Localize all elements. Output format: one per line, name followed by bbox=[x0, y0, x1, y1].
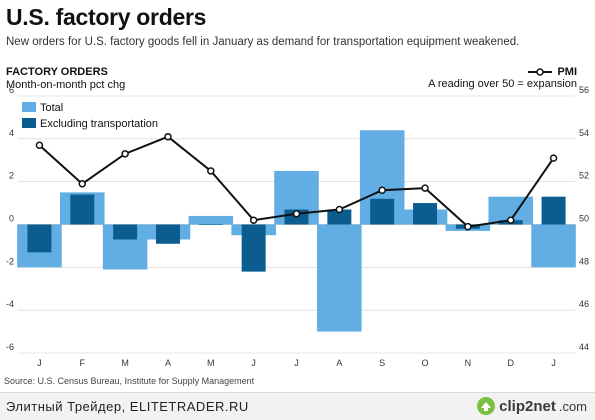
bar-excluding-transportation bbox=[27, 224, 52, 253]
bar-total bbox=[531, 224, 576, 268]
series-pmi-line bbox=[35, 132, 558, 231]
x-axis-tick-label: J bbox=[37, 358, 42, 368]
right-axis-tick-label: 44 bbox=[579, 342, 589, 352]
pmi-legend-key: PMI bbox=[428, 66, 577, 78]
bar-total bbox=[317, 224, 362, 332]
pmi-legend-label: PMI bbox=[557, 66, 577, 78]
series-total-bars bbox=[17, 130, 576, 332]
pmi-point bbox=[249, 216, 258, 224]
legend-swatch bbox=[22, 102, 36, 112]
pmi-legend-swatch bbox=[528, 68, 553, 76]
source-note: Source: U.S. Census Bureau, Institute fo… bbox=[4, 376, 255, 386]
left-axis-tick-label: 6 bbox=[9, 85, 14, 95]
pmi-point bbox=[121, 150, 129, 158]
bar-excluding-transportation bbox=[327, 209, 352, 225]
bar-excluding-transportation bbox=[241, 224, 266, 272]
x-axis-tick-label: M bbox=[121, 358, 129, 368]
pmi-point bbox=[164, 132, 172, 141]
bar-excluding-transportation bbox=[198, 224, 223, 225]
right-axis-tick-label: 48 bbox=[579, 256, 589, 266]
x-axis-tick-label: D bbox=[507, 358, 514, 368]
bar-legend: Total Excluding transportation bbox=[22, 102, 158, 130]
pmi-point bbox=[464, 222, 472, 231]
right-axis-tick-label: 46 bbox=[579, 299, 589, 309]
bar-excluding-transportation bbox=[155, 224, 180, 244]
x-axis-tick-label: N bbox=[465, 358, 472, 368]
chart-card: U.S. factory orders New orders for U.S. … bbox=[4, 4, 590, 386]
right-axis: 56 54 52 50 48 46 44 bbox=[579, 85, 589, 352]
x-axis-tick-label: O bbox=[422, 358, 429, 368]
pmi-point bbox=[421, 184, 429, 192]
footer-caption: Элитный Трейдер, ELITETRADER.RU bbox=[6, 399, 249, 414]
right-axis-tick-label: 50 bbox=[579, 214, 589, 224]
pmi-legend-note: A reading over 50 = expansion bbox=[428, 78, 577, 90]
pmi-point bbox=[35, 141, 44, 150]
legend-swatch bbox=[22, 118, 36, 128]
bar-excluding-transportation bbox=[70, 194, 95, 225]
left-axis-tick-label: -6 bbox=[6, 342, 14, 352]
bar-excluding-transportation bbox=[413, 203, 438, 225]
logo-word: clip2net bbox=[499, 397, 556, 415]
legend-label: Total bbox=[40, 102, 63, 114]
page-subtitle: New orders for U.S. factory goods fell i… bbox=[6, 36, 520, 48]
x-axis-tick-label: A bbox=[336, 358, 342, 368]
left-axis-tick-label: 2 bbox=[9, 171, 14, 181]
pmi-point bbox=[78, 180, 87, 188]
grid-layer bbox=[18, 95, 575, 354]
left-axis-tick-label: -2 bbox=[6, 256, 14, 266]
left-axis-tick-label: -4 bbox=[6, 299, 14, 309]
x-axis-tick-label: J bbox=[551, 358, 556, 368]
logo-domain: .com bbox=[558, 398, 587, 414]
bar-excluding-transportation bbox=[370, 198, 395, 225]
footer-bar: Элитный Трейдер, ELITETRADER.RU clip2net… bbox=[0, 392, 595, 420]
pmi-point bbox=[506, 216, 515, 224]
right-axis-tick-label: 54 bbox=[579, 128, 589, 138]
right-axis-tick-label: 52 bbox=[579, 171, 589, 181]
right-axis-tick-label: 56 bbox=[579, 85, 589, 95]
page-title: U.S. factory orders bbox=[6, 4, 207, 30]
x-axis-tick-label: M bbox=[207, 358, 215, 368]
bar-total bbox=[188, 215, 234, 225]
pmi-point bbox=[335, 205, 344, 214]
x-axis-tick-label: F bbox=[80, 358, 86, 368]
chart-heading: FACTORY ORDERS bbox=[6, 66, 108, 78]
pmi-point bbox=[549, 154, 558, 162]
x-axis-tick-label: J bbox=[251, 358, 256, 368]
pmi-point bbox=[292, 210, 301, 218]
legend-label: Excluding transportation bbox=[40, 118, 158, 130]
left-axis: 6 4 2 0 -2 -4 -6 bbox=[6, 85, 14, 352]
pmi-legend: PMI A reading over 50 = expansion bbox=[428, 66, 577, 90]
x-axis-tick-label: A bbox=[165, 358, 171, 368]
bar-excluding-transportation bbox=[541, 196, 566, 225]
clip2net-arrow-icon bbox=[477, 397, 496, 415]
x-axis-tick-label: J bbox=[294, 358, 299, 368]
bar-excluding-transportation bbox=[113, 224, 138, 240]
x-axis-tick-label: S bbox=[379, 358, 385, 368]
chart-subheading: Month-on-month pct chg bbox=[6, 79, 126, 91]
pmi-point bbox=[207, 167, 215, 175]
left-axis-tick-label: 4 bbox=[9, 128, 14, 138]
clip2net-logo[interactable]: clip2net .com bbox=[476, 396, 587, 416]
pmi-point bbox=[378, 186, 386, 194]
left-axis-tick-label: 0 bbox=[9, 214, 14, 224]
